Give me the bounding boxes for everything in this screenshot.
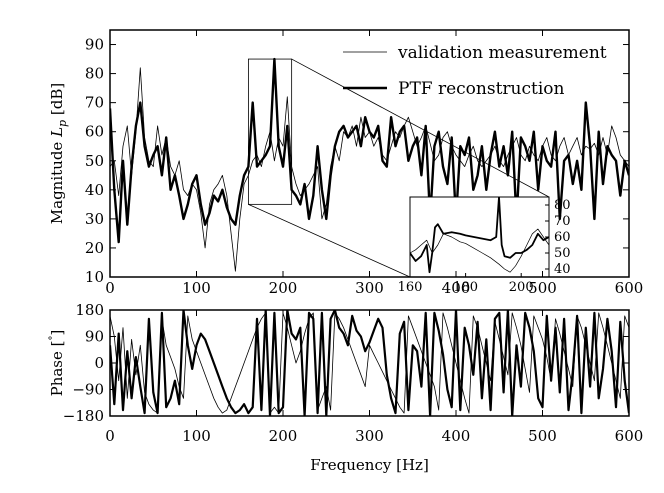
phase-y-tick-label: −180 — [63, 407, 104, 425]
phase-y-ticks: 180 90 0 −90 −180 — [63, 301, 629, 425]
phase-y-tick-label: 180 — [75, 301, 104, 319]
inset-y-tick-label: 70 — [554, 214, 571, 229]
phase-x-tick-label: 600 — [615, 427, 644, 445]
x-tick-label: 400 — [442, 279, 471, 297]
legend: validation measurement PTF reconstructio… — [343, 43, 607, 99]
phase-x-tick-label: 300 — [355, 427, 384, 445]
y-tick-label: 40 — [85, 181, 104, 199]
phase-x-tick-label: 500 — [528, 427, 557, 445]
y-tick-label: 90 — [85, 36, 104, 54]
phase-y-tick-label: 90 — [85, 328, 104, 346]
zoom-connector-line-right — [291, 58, 550, 198]
phase-y-axis-label: Phase [°] — [48, 330, 66, 397]
legend-label-ptf: PTF reconstruction — [398, 79, 565, 99]
y-tick-label: 70 — [85, 94, 104, 112]
x-tick-label: 300 — [355, 279, 384, 297]
y-tick-label: 60 — [85, 123, 104, 141]
magnitude-y-axis-label: Magnitude Lp [dB] — [48, 83, 69, 224]
frequency-x-axis-label: Frequency [Hz] — [310, 456, 429, 474]
series-line-ptf — [110, 57, 629, 244]
phase-plot-frame — [109, 309, 630, 417]
inset-y-tick-label: 50 — [554, 246, 571, 261]
phase-line-ptf — [110, 310, 629, 416]
zoom-indicator — [247, 58, 550, 278]
inset-x-tick-label: 200 — [509, 280, 534, 295]
zoom-connector-line-left — [248, 203, 411, 278]
phase-series-lines — [110, 310, 629, 416]
legend-label-validation: validation measurement — [397, 43, 607, 63]
x-tick-label: 600 — [615, 279, 644, 297]
x-tick-label: 200 — [269, 279, 298, 297]
y-tick-label: 80 — [85, 65, 104, 83]
phase-x-ticks: 0 100 200 300 400 500 600 — [105, 310, 643, 445]
x-tick-label: 100 — [182, 279, 211, 297]
inset-x-tick-label: 180 — [453, 280, 478, 295]
y-tick-label: 50 — [85, 152, 104, 170]
y-tick-label: 30 — [85, 210, 104, 228]
phase-x-tick-label: 100 — [182, 427, 211, 445]
y-tick-label: 10 — [85, 268, 104, 286]
magnitude-x-ticks: 0 100 200 300 400 500 600 — [105, 30, 643, 297]
x-tick-label: 500 — [528, 279, 557, 297]
phase-y-tick-label: −90 — [72, 381, 104, 399]
inset-line-validation — [410, 228, 549, 273]
magnitude-plot-frame — [109, 29, 630, 278]
magnitude-series-lines — [110, 57, 629, 272]
phase-panel: 0 100 200 300 400 500 600 180 90 0 −90 −180 Phase … — [48, 301, 643, 474]
inset-y-tick-label: 60 — [554, 230, 571, 245]
phase-x-tick-label: 0 — [105, 427, 115, 445]
inset-series-lines — [410, 197, 549, 274]
phase-x-tick-label: 200 — [269, 427, 298, 445]
y-tick-label: 20 — [85, 239, 104, 257]
zoom-region-box — [247, 58, 293, 205]
inset-line-ptf — [410, 197, 549, 274]
inset-y-tick-label: 40 — [554, 262, 571, 277]
phase-line-validation — [110, 312, 629, 414]
phase-x-tick-label: 400 — [442, 427, 471, 445]
phase-y-tick-label: 0 — [94, 354, 104, 372]
inset-x-tick-label: 160 — [398, 280, 423, 295]
inset-y-tick-label: 80 — [554, 198, 571, 213]
x-tick-label: 0 — [105, 279, 115, 297]
